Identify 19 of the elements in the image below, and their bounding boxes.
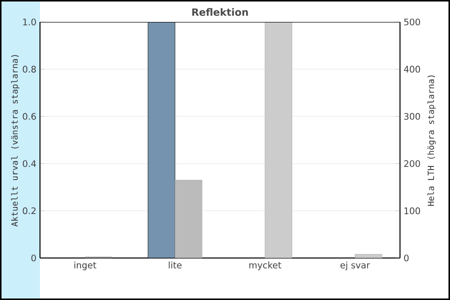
- y2-axis-title: Hela LTH (högra staplarna): [427, 75, 436, 206]
- y-tick-label: 0: [31, 254, 36, 262]
- y-axis-title: Aktuellt urval (vänstra staplarna): [11, 55, 20, 227]
- y-tick-label: 0.4: [22, 160, 36, 167]
- y-tick-label: 0.8: [22, 66, 36, 73]
- y2-tick-label: 200: [404, 160, 420, 167]
- y2-tick-label: 300: [404, 113, 420, 120]
- x-tick-label: inget: [74, 262, 96, 270]
- chart-title: Reflektion: [192, 8, 248, 16]
- x-tick-label: mycket: [249, 262, 282, 270]
- y-tick-label: 0.6: [22, 113, 36, 120]
- y-tick-label: 0.2: [22, 207, 36, 214]
- x-tick-label: lite: [168, 262, 182, 268]
- y2-tick-label: 400: [404, 66, 420, 73]
- y2-tick-label: 100: [404, 207, 420, 214]
- y2-tick-label: 0: [404, 254, 409, 262]
- y2-tick-label: 500: [404, 18, 420, 26]
- y-tick-label: 1.0: [23, 18, 36, 26]
- x-tick-label: ej svar: [340, 262, 370, 270]
